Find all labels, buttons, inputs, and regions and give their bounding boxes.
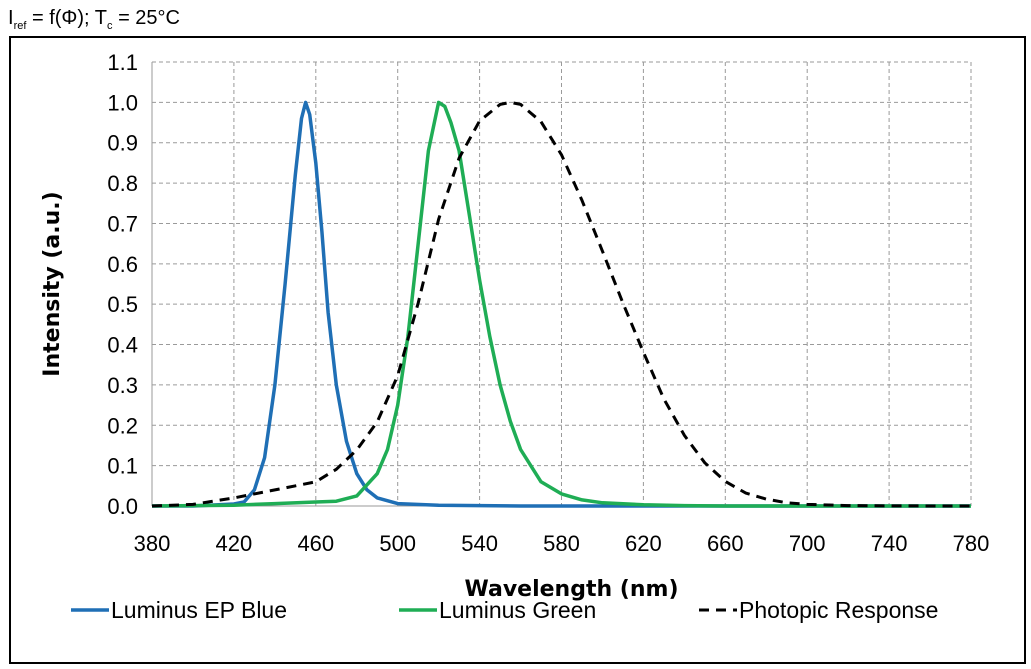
x-tick-label: 540 [461, 531, 498, 556]
legend-label: Luminus EP Blue [111, 597, 287, 623]
x-tick-label: 660 [707, 531, 744, 556]
y-tick-label: 0.2 [107, 413, 138, 438]
series-line-luminus-green [151, 100, 971, 508]
y-tick-label: 0.3 [107, 373, 138, 398]
y-tick-label: 0.0 [107, 494, 138, 519]
x-tick-label: 380 [134, 531, 171, 556]
x-tick-label: 780 [953, 531, 990, 556]
x-tick-label: 460 [297, 531, 334, 556]
y-tick-label: 0.4 [107, 333, 138, 358]
series-line-photopic-response [151, 100, 972, 508]
series-line-luminus-ep-blue [152, 100, 971, 508]
x-tick-label: 740 [871, 531, 908, 556]
x-tick-labels: 380 420 460 500 540 580 620 660 700 740 780 [134, 531, 990, 556]
x-tick-label: 420 [216, 531, 253, 556]
series-layer [151, 100, 972, 508]
legend-label: Luminus Green [439, 597, 596, 623]
y-tick-label: 1.1 [107, 50, 138, 75]
title-end: = 25°C [112, 7, 180, 29]
page-title: Iref = f(Φ); Tc = 25°C [8, 6, 180, 32]
legend: Luminus EP Blue Luminus Green Photopic Res… [71, 597, 938, 623]
chart-frame: 0.0 0.1 0.2 0.3 0.4 0.5 0.6 0.7 0.8 0.9 1.0 1.1 380… [9, 36, 1026, 664]
y-tick-label: 0.7 [107, 211, 138, 236]
y-tick-label: 0.5 [107, 292, 138, 317]
x-tick-label: 500 [379, 531, 416, 556]
x-tick-label: 700 [789, 531, 826, 556]
title-symbol-i: I [8, 7, 14, 29]
title-middle: = f(Φ); T [26, 7, 108, 29]
y-tick-label: 1.0 [107, 90, 138, 115]
y-tick-label: 0.9 [107, 131, 138, 156]
x-tick-label: 620 [625, 531, 662, 556]
legend-label: Photopic Response [739, 597, 938, 623]
title-subscript-c: c [107, 20, 113, 32]
x-tick-label: 580 [543, 531, 580, 556]
x-axis-title: Wavelength (nm) [465, 577, 679, 602]
title-subscript-ref: ref [13, 20, 27, 32]
y-tick-label: 0.1 [107, 454, 138, 479]
grid-layer [151, 61, 972, 507]
y-tick-label: 0.8 [107, 171, 138, 196]
y-tick-labels: 0.0 0.1 0.2 0.3 0.4 0.5 0.6 0.7 0.8 0.9 1.0 1.1 [107, 50, 138, 519]
y-tick-label: 0.6 [107, 252, 138, 277]
y-axis-title: Intensity (a.u.) [40, 191, 65, 376]
spectrum-chart: 0.0 0.1 0.2 0.3 0.4 0.5 0.6 0.7 0.8 0.9 1.0 1.1 380… [40, 50, 990, 623]
